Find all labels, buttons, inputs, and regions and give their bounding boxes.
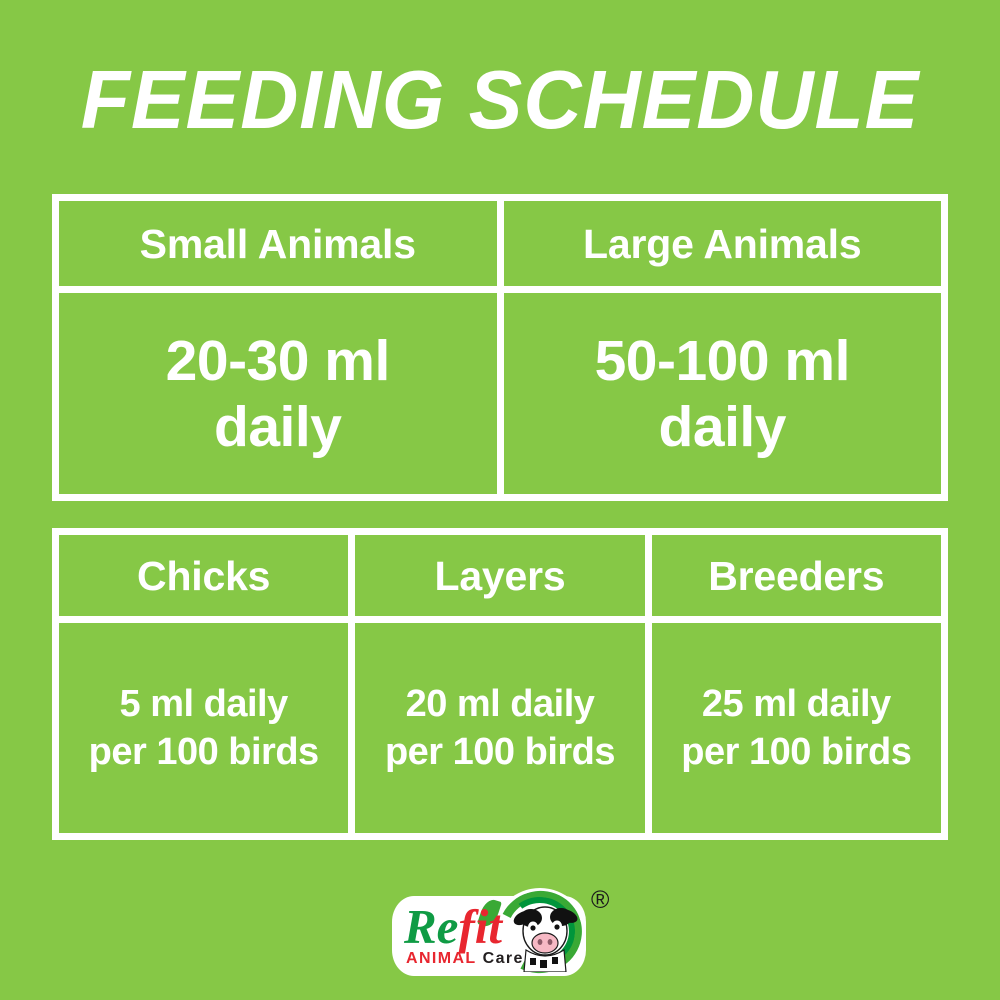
dose-line-2: per 100 birds — [384, 731, 616, 773]
logo-wordmark: Refit — [404, 902, 502, 951]
table-header-cell-small-animals: Small Animals — [139, 220, 416, 267]
page-title: FEEDING SCHEDULE — [80, 53, 920, 146]
dose-line-1: 50-100 ml — [594, 328, 851, 393]
table-body-row: 20-30 ml daily 50-100 ml daily — [59, 293, 941, 494]
dose-line-2: per 100 birds — [681, 731, 912, 773]
cow-head-icon — [513, 906, 578, 972]
logo-tagline-care: Care — [482, 950, 524, 967]
table-cell-small-animals-dose: 20-30 ml daily — [59, 293, 497, 494]
dose-line-1: 20-30 ml — [165, 328, 391, 393]
dose-line-1: 20 ml daily — [405, 683, 595, 725]
animal-size-table: Small Animals Large Animals 20-30 ml dai… — [52, 194, 948, 501]
table-body-row: 5 ml daily per 100 birds 20 ml daily per… — [59, 623, 941, 833]
dose-line-2: per 100 birds — [88, 731, 320, 773]
logo-tagline: ANIMAL Care — [406, 950, 524, 968]
table-cell-chicks-dose: 5 ml daily per 100 birds — [59, 623, 348, 833]
table-cell-breeders-dose: 25 ml daily per 100 birds — [644, 623, 941, 833]
table-cell-layers-dose: 20 ml daily per 100 birds — [348, 623, 644, 833]
table-header-cell-layers: Layers — [348, 535, 644, 616]
table-cell-large-animals-dose: 50-100 ml daily — [496, 293, 942, 494]
table-header-cell-large-animals: Large Animals — [496, 201, 942, 286]
dose-line-1: 5 ml daily — [119, 683, 289, 725]
table-header-cell-breeders: Breeders — [644, 535, 941, 616]
registered-trademark-icon: ® — [591, 886, 610, 914]
dose-line-2: daily — [214, 394, 342, 459]
dose-line-1: 25 ml daily — [701, 683, 891, 725]
poultry-table: Chicks Layers Breeders 5 ml daily per 10… — [52, 528, 948, 840]
logo-tagline-animal: ANIMAL — [406, 950, 477, 967]
logo-wordmark-fit: fit — [458, 899, 502, 954]
dose-line-2: daily — [658, 394, 787, 459]
logo-wordmark-re: Re — [404, 899, 459, 954]
brand-logo: Refit ANIMAL Care ® — [386, 880, 614, 984]
table-header-row: Chicks Layers Breeders — [59, 535, 941, 623]
table-header-row: Small Animals Large Animals — [59, 201, 941, 293]
table-header-cell-chicks: Chicks — [137, 552, 271, 599]
